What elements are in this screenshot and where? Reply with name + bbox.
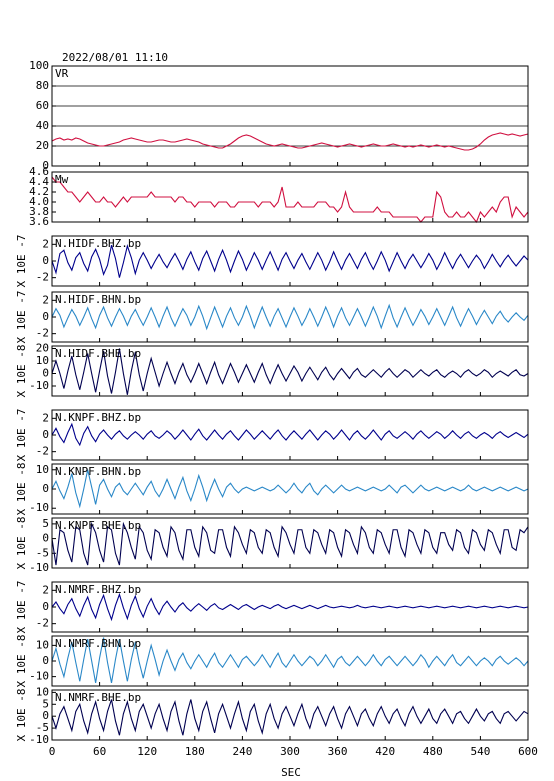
chart-title: 2022/08/01 11:10 <box>62 51 168 64</box>
panel-frame <box>51 235 529 287</box>
panel-label: N.KNPF.BHZ.bp <box>55 411 141 424</box>
y-tick-label: -2 <box>36 617 49 630</box>
x-tick-label: 420 <box>375 745 395 758</box>
y-tick-label: -10 <box>29 501 49 514</box>
panel-frame <box>51 65 529 167</box>
y-axis-label: X 10E -8 <box>15 635 28 688</box>
x-tick-label: 180 <box>185 745 205 758</box>
y-tick-label: 20 <box>36 342 49 355</box>
panel-frame <box>51 291 529 343</box>
y-tick-label: 60 <box>36 99 49 112</box>
y-axis-label: X 10E -8 <box>15 517 28 570</box>
y-axis-label: X 10E -8 <box>15 345 28 398</box>
y-tick-label: 0 <box>42 654 49 667</box>
y-axis-label: X 10E -7 <box>15 409 28 462</box>
y-tick-label: 0 <box>42 428 49 441</box>
y-tick-label: 0 <box>42 367 49 380</box>
x-tick-label: 240 <box>232 745 252 758</box>
y-tick-label: 4.4 <box>29 175 49 188</box>
panel-frame <box>51 689 529 741</box>
y-tick-label: 100 <box>29 59 49 72</box>
waveform <box>51 303 529 331</box>
x-tick-label: 120 <box>137 745 157 758</box>
y-tick-label: 4.6 <box>29 165 49 178</box>
panel-label: N.HIDF.BHZ.bp <box>55 237 141 250</box>
y-tick-label: 5 <box>42 697 49 710</box>
y-axis-label: X 10E -7 <box>15 235 28 288</box>
y-tick-label: 5 <box>42 517 49 530</box>
y-axis-label: X 10E -7 <box>15 291 28 344</box>
y-tick-label: 10 <box>36 463 49 476</box>
y-tick-label: 80 <box>36 79 49 92</box>
panel-label: N.NMRF.BHN.bp <box>55 637 141 650</box>
x-axis-label: SEC <box>281 766 301 779</box>
y-tick-label: 2 <box>42 237 49 250</box>
waveform <box>51 469 529 509</box>
y-axis-label: X 10E -7 <box>15 581 28 634</box>
panel-frame <box>51 635 529 687</box>
waveform <box>51 132 529 151</box>
panel-frame <box>51 463 529 515</box>
y-tick-label: 4.0 <box>29 195 49 208</box>
y-tick-label: 0 <box>42 254 49 267</box>
x-tick-label: 360 <box>328 745 348 758</box>
y-tick-label: 0 <box>42 482 49 495</box>
y-tick-label: 4.2 <box>29 185 49 198</box>
y-tick-label: 2 <box>42 293 49 306</box>
x-tick-label: 0 <box>49 745 56 758</box>
y-tick-label: 0 <box>42 159 49 172</box>
y-tick-label: -2 <box>36 445 49 458</box>
y-tick-label: -2 <box>36 327 49 340</box>
y-tick-label: 40 <box>36 119 49 132</box>
waveform <box>51 422 529 447</box>
y-tick-label: 2 <box>42 411 49 424</box>
y-tick-label: 2 <box>42 583 49 596</box>
y-tick-label: -5 <box>36 546 49 559</box>
y-tick-label: 10 <box>36 638 49 651</box>
panel-label: N.HIDF.BHN.bp <box>55 293 141 306</box>
waveform <box>51 699 529 736</box>
y-axis-label: X 10E -8 <box>15 689 28 742</box>
y-tick-label: -5 <box>36 721 49 734</box>
y-tick-label: 20 <box>36 139 49 152</box>
x-tick-label: 600 <box>518 745 538 758</box>
x-tick-label: 480 <box>423 745 443 758</box>
panel-label: Mw <box>55 173 69 186</box>
panel-label: N.NMRF.BHZ.bp <box>55 583 141 596</box>
x-tick-label: 300 <box>280 745 300 758</box>
y-axis-label: X 10E -8 <box>15 463 28 516</box>
y-tick-label: -2 <box>36 271 49 284</box>
waveform <box>51 176 529 224</box>
panel-frame <box>51 517 529 569</box>
y-tick-label: -10 <box>29 670 49 683</box>
waveform <box>51 637 529 683</box>
y-tick-label: 3.6 <box>29 215 49 228</box>
waveform <box>51 592 529 622</box>
y-tick-label: 10 <box>36 354 49 367</box>
y-tick-label: 0 <box>42 310 49 323</box>
waveform <box>51 348 529 395</box>
y-tick-label: 0 <box>42 532 49 545</box>
panel-label: VR <box>55 67 69 80</box>
panel-label: N.KNPF.BHN.bp <box>55 465 141 478</box>
x-tick-label: 540 <box>470 745 490 758</box>
panel-label: N.HIDF.BHE.bp <box>55 347 141 360</box>
y-tick-label: -10 <box>29 379 49 392</box>
y-tick-label: -10 <box>29 733 49 746</box>
panel-label: N.KNPF.BHE.bp <box>55 519 141 532</box>
y-tick-label: -10 <box>29 561 49 574</box>
panel-frame <box>51 581 529 633</box>
x-tick-label: 60 <box>93 745 106 758</box>
waveform <box>51 521 529 566</box>
panel-label: N.NMRF.BHE.bp <box>55 691 141 704</box>
y-tick-label: 0 <box>42 709 49 722</box>
y-tick-label: 0 <box>42 600 49 613</box>
panel-frame <box>51 171 529 223</box>
y-tick-label: 3.8 <box>29 205 49 218</box>
panel-frame <box>51 409 529 461</box>
waveform <box>51 244 529 278</box>
y-tick-label: 10 <box>36 685 49 698</box>
panel-frame <box>51 345 529 397</box>
